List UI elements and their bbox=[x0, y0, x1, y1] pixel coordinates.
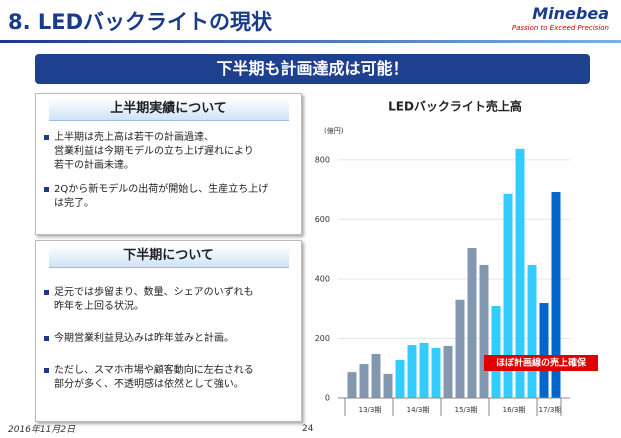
bullet-line: 今期営業利益見込みは昨年並みと計画。 bbox=[54, 333, 234, 344]
bullet: 2Qから新モデルの出荷が開始し、生産立ち上げ は完了。 bbox=[44, 183, 291, 211]
y-tick-label: 400 bbox=[315, 274, 330, 283]
bar bbox=[359, 364, 369, 398]
bar bbox=[347, 372, 357, 398]
bar bbox=[431, 347, 441, 398]
bullet-line: 足元では歩留まり、数量、シェアのいずれも bbox=[54, 287, 254, 298]
bullet-line: 上半期は売上高は若干の計画過達、 bbox=[54, 132, 214, 143]
bar bbox=[491, 306, 501, 398]
bullet: 足元では歩留まり、数量、シェアのいずれも 昨年を上回る状況。 bbox=[44, 286, 291, 314]
bullet-line: 営業利益は今期モデルの立ち上げ遅れにより bbox=[54, 146, 254, 157]
bullet-line: 部分が多く、不透明感は依然として強い。 bbox=[54, 379, 244, 390]
page-number: 24 bbox=[302, 424, 314, 434]
bar bbox=[443, 345, 453, 398]
chart: LEDバックライト売上高 (億円) 0 200 400 600 800 13/3期 14/3… bbox=[315, 99, 598, 416]
bullet: 今期営業利益見込みは昨年並みと計画。 bbox=[44, 332, 291, 346]
chart-title: LEDバックライト売上高 bbox=[388, 99, 522, 114]
y-tick-label: 800 bbox=[315, 155, 330, 164]
bullet-line: は完了。 bbox=[54, 198, 94, 209]
bar bbox=[479, 264, 489, 398]
bullet-line: 若干の計画未達。 bbox=[54, 160, 134, 171]
y-tick-label: 200 bbox=[315, 334, 330, 343]
date: 2016年11月2日 bbox=[8, 425, 76, 435]
logo: Minebea bbox=[532, 4, 609, 23]
bullet-line: ただし、スマホ市場や顧客動向に左右される bbox=[54, 365, 254, 376]
bullet: ただし、スマホ市場や顧客動向に左右される 部分が多く、不透明感は依然として強い。 bbox=[44, 364, 291, 392]
bar bbox=[539, 303, 549, 398]
x-tick-label: 14/3期 bbox=[407, 406, 430, 414]
x-tick-label: 17/3期 bbox=[539, 406, 562, 414]
bar bbox=[395, 359, 405, 398]
text-box: 上半期実績について上半期は売上高は若干の計画過達、営業利益は今期モデルの立ち上げ… bbox=[35, 93, 302, 235]
title-rule bbox=[0, 40, 621, 43]
annotation-box bbox=[484, 355, 598, 371]
bar bbox=[455, 299, 465, 398]
bar bbox=[527, 264, 537, 398]
bar bbox=[419, 342, 429, 398]
bar bbox=[503, 193, 513, 398]
tagline: Passion to Exceed Precision bbox=[511, 24, 609, 32]
bar bbox=[383, 373, 393, 398]
annotation: ほぼ計画線の売上確保 bbox=[496, 357, 587, 369]
bar bbox=[407, 345, 417, 398]
bar bbox=[551, 192, 561, 398]
y-axis-label: (億円) bbox=[324, 126, 344, 135]
slide-title: 8. LEDバックライトの現状 bbox=[8, 10, 273, 34]
y-tick-label: 0 bbox=[325, 394, 330, 403]
box-heading: 上半期実績について bbox=[48, 98, 289, 121]
text-box: 下半期について足元では歩留まり、数量、シェアのいずれも 昨年を上回る状況。今期営業… bbox=[35, 240, 302, 422]
banner: 下半期も計画達成は可能！ bbox=[35, 54, 590, 84]
bullet: 上半期は売上高は若干の計画過達、営業利益は今期モデルの立ち上げ遅れにより 若干の計… bbox=[44, 131, 291, 173]
bullet-line: 昨年を上回る状況。 bbox=[54, 301, 144, 312]
bullet-line: 2Qから新モデルの出荷が開始し、生産立ち上げ bbox=[54, 184, 269, 195]
box-heading: 下半期について bbox=[48, 245, 289, 268]
x-tick-label: 16/3期 bbox=[503, 406, 526, 414]
x-tick-label: 15/3期 bbox=[455, 406, 478, 414]
y-tick-label: 600 bbox=[315, 215, 330, 224]
bar bbox=[371, 353, 381, 398]
bar bbox=[467, 247, 477, 398]
x-tick-label: 13/3期 bbox=[359, 406, 382, 414]
bar bbox=[515, 148, 525, 398]
